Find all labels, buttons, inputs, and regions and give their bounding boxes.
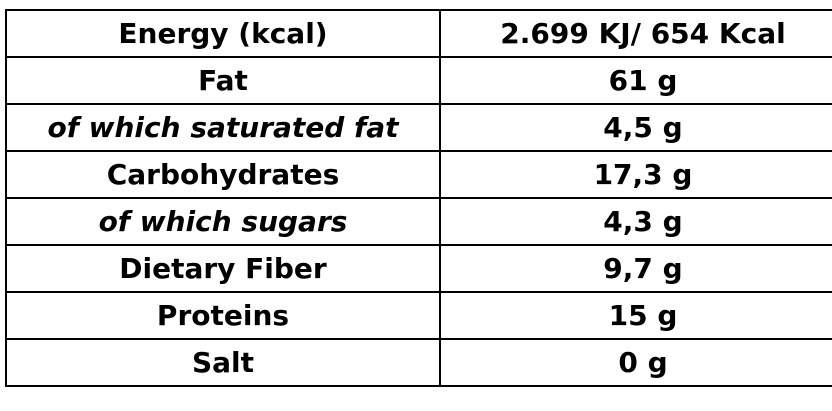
energy-label: Energy (kcal) — [5, 9, 441, 58]
fat-value: 61 g — [439, 56, 832, 105]
table-row-salt: Salt 0 g — [5, 338, 832, 387]
salt-value: 0 g — [439, 338, 832, 387]
table-row-proteins: Proteins 15 g — [5, 291, 832, 340]
table-row-saturated-fat: of which saturated fat 4,5 g — [5, 103, 832, 152]
carbohydrates-label: Carbohydrates — [5, 150, 441, 199]
sugars-value: 4,3 g — [439, 197, 832, 246]
saturated-fat-value: 4,5 g — [439, 103, 832, 152]
table-row-sugars: of which sugars 4,3 g — [5, 197, 832, 246]
dietary-fiber-value: 9,7 g — [439, 244, 832, 293]
table-row-carbohydrates: Carbohydrates 17,3 g — [5, 150, 832, 199]
energy-value: 2.699 KJ/ 654 Kcal — [439, 9, 832, 58]
table-row-fat: Fat 61 g — [5, 56, 832, 105]
fat-label: Fat — [5, 56, 441, 105]
proteins-label: Proteins — [5, 291, 441, 340]
saturated-fat-label: of which saturated fat — [5, 103, 441, 152]
carbohydrates-value: 17,3 g — [439, 150, 832, 199]
proteins-value: 15 g — [439, 291, 832, 340]
dietary-fiber-label: Dietary Fiber — [5, 244, 441, 293]
nutrition-table-body: Energy (kcal) 2.699 KJ/ 654 Kcal Fat 61 … — [5, 9, 832, 387]
sugars-label: of which sugars — [5, 197, 441, 246]
table-row-dietary-fiber: Dietary Fiber 9,7 g — [5, 244, 832, 293]
table-row-energy: Energy (kcal) 2.699 KJ/ 654 Kcal — [5, 9, 832, 58]
salt-label: Salt — [5, 338, 441, 387]
nutrition-table: Energy (kcal) 2.699 KJ/ 654 Kcal Fat 61 … — [5, 9, 832, 387]
